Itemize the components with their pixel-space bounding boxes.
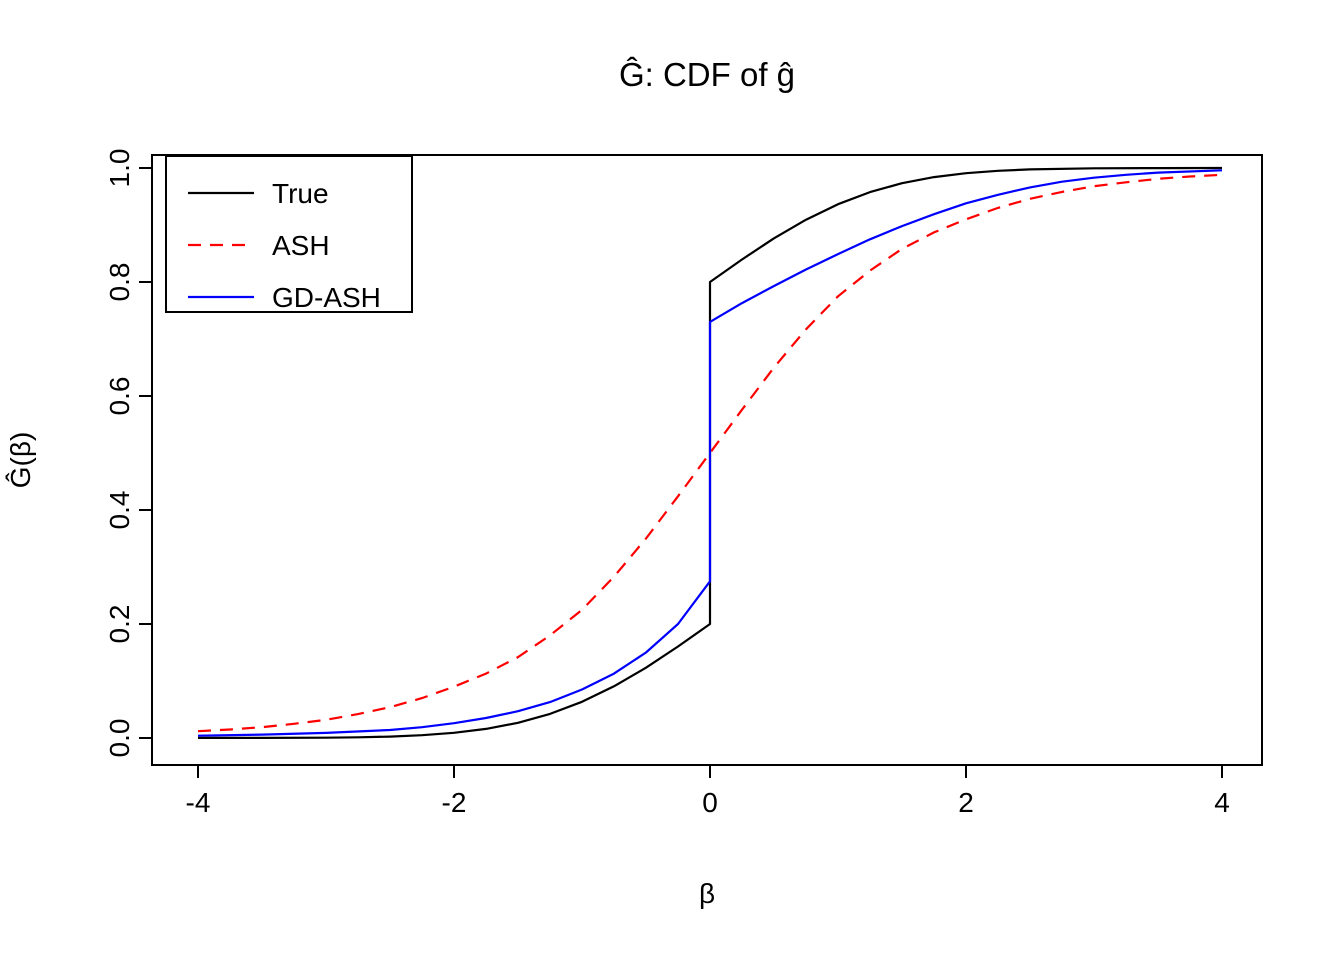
- plot-area: -4 -2 0 2 4 0.0 0.2 0.4 0.6 0.8 1.0: [104, 149, 1263, 818]
- x-tick-label: -4: [186, 787, 211, 818]
- legend-label-gd-ash: GD-ASH: [272, 282, 381, 313]
- legend-box: [165, 155, 413, 313]
- x-axis-label: β: [699, 878, 715, 909]
- x-tick-label: 4: [1214, 787, 1230, 818]
- y-tick-label: 0.4: [104, 491, 135, 530]
- y-tick-label: 0.6: [104, 377, 135, 416]
- series-true: [198, 166, 1223, 739]
- x-tick-label: -2: [442, 787, 467, 818]
- x-tick-label: 0: [702, 787, 718, 818]
- legend-label-true: True: [272, 178, 329, 209]
- x-tick-label: 2: [958, 787, 974, 818]
- chart-title: Ĝ: CDF of ĝ: [619, 56, 795, 93]
- y-tick-label: 0.2: [104, 605, 135, 644]
- legend-label-ash: ASH: [272, 230, 330, 261]
- y-tick-label: 1.0: [104, 149, 135, 188]
- legend: True ASH GD-ASH: [165, 155, 413, 313]
- y-axis-label: Ĝ(β): [5, 432, 36, 489]
- series-gd-ash: [197, 169, 1223, 737]
- y-tick-label: 0.0: [104, 719, 135, 758]
- plot-box: [151, 154, 1263, 766]
- y-tick-label: 0.8: [104, 263, 135, 302]
